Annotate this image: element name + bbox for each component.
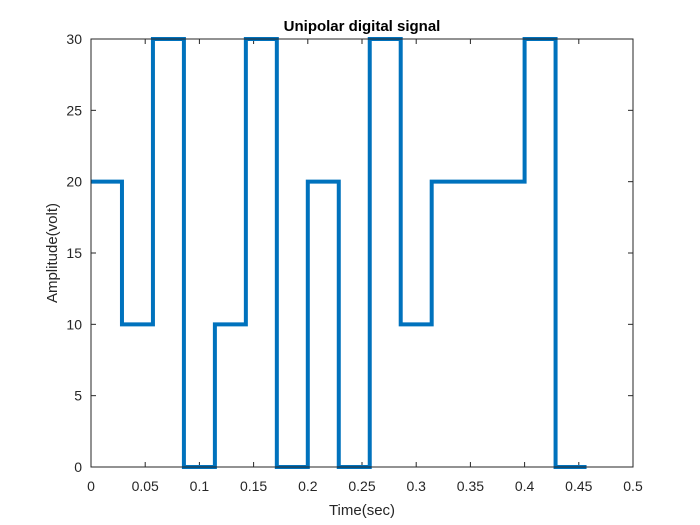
y-tick-label: 10 bbox=[66, 316, 82, 332]
x-tick-label: 0.15 bbox=[240, 478, 267, 494]
x-tick-label: 0.25 bbox=[348, 478, 375, 494]
x-tick-label: 0 bbox=[87, 478, 95, 494]
plot-area bbox=[91, 39, 633, 467]
x-tick-label: 0.3 bbox=[406, 478, 426, 494]
chart-title: Unipolar digital signal bbox=[284, 18, 441, 35]
x-tick-label: 0.45 bbox=[565, 478, 592, 494]
y-tick-label: 5 bbox=[74, 388, 82, 404]
y-tick-label: 30 bbox=[66, 31, 82, 47]
y-tick-label: 15 bbox=[66, 245, 82, 261]
tick-labels: 0 0.05 0.1 0.15 0.2 0.25 0.3 0.35 0.4 0.45 0.5 0 5 10… bbox=[66, 31, 643, 494]
y-axis-label: Amplitude(volt) bbox=[44, 203, 61, 303]
x-tick-label: 0.2 bbox=[298, 478, 318, 494]
x-tick-label: 0.05 bbox=[132, 478, 159, 494]
x-tick-label: 0.1 bbox=[190, 478, 210, 494]
x-tick-label: 0.4 bbox=[515, 478, 535, 494]
y-tick-label: 20 bbox=[66, 174, 82, 190]
y-tick-label: 25 bbox=[66, 102, 82, 118]
y-tick-label: 0 bbox=[74, 459, 82, 475]
x-axis-label: Time(sec) bbox=[329, 502, 395, 519]
x-tick-label: 0.35 bbox=[457, 478, 484, 494]
axes-box bbox=[90, 38, 634, 468]
x-tick-label: 0.5 bbox=[623, 478, 643, 494]
